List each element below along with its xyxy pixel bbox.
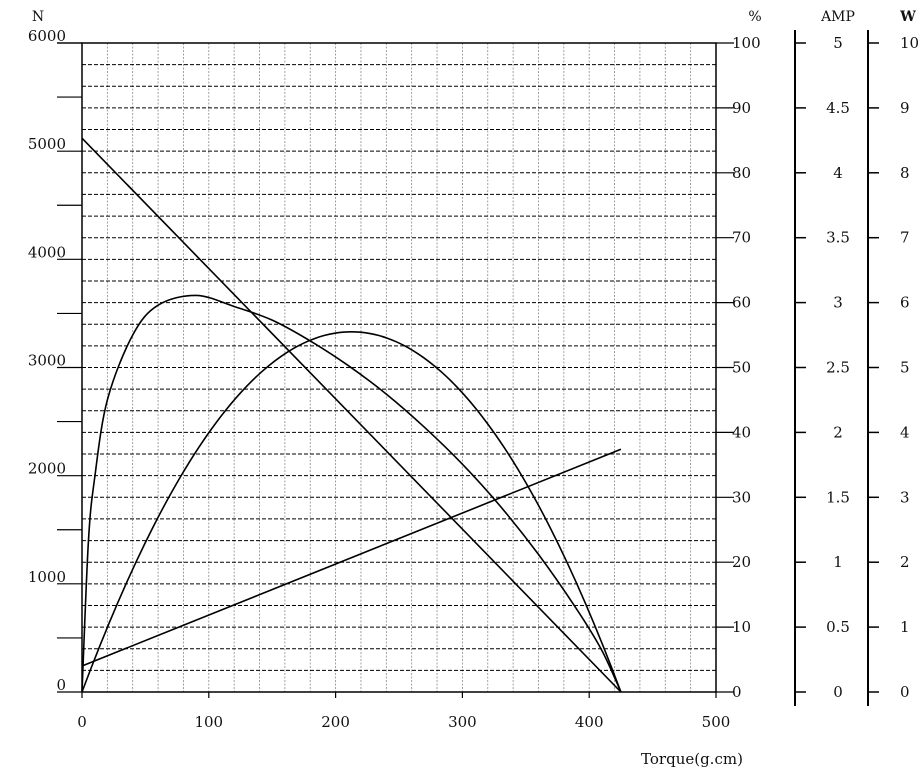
x-tick-label: 100 [194,713,223,731]
power-tick-label: 10 [900,34,919,52]
power-tick-label: 1 [900,618,910,636]
efficiency-tick-label: 60 [732,294,751,312]
efficiency-curve [81,294,622,693]
x-tick-label: 300 [448,713,477,731]
power-tick-label: 7 [900,229,910,247]
efficiency-tick-label: 80 [732,164,751,182]
x-tick-label: 0 [77,713,87,731]
efficiency-tick-label: 70 [732,229,751,247]
x-tick-label: 500 [702,713,731,731]
efficiency-tick-label: 100 [732,34,761,52]
power-tick-label: 4 [900,423,910,441]
x-axis-label: Torque(g.cm) [641,750,743,768]
power-tick-label: 0 [900,683,910,701]
power-tick-label: 9 [900,99,910,117]
power-axis-unit: W [899,9,916,25]
speed-axis-unit: N [32,9,44,25]
current-tick-label: 5 [833,34,843,52]
speed-tick-label: 2000 [28,460,66,478]
power-tick-label: 8 [900,164,910,182]
speed-curve [81,137,622,693]
current-tick-label: 4 [833,164,843,182]
power-curve [81,331,622,693]
speed-tick-label: 5000 [28,135,66,153]
current-tick-label: 0.5 [826,618,850,636]
power-tick-label: 6 [900,294,910,312]
efficiency-tick-label: 30 [732,488,751,506]
efficiency-tick-label: 50 [732,359,751,377]
efficiency-tick-label: 10 [732,618,751,636]
current-curve [81,448,622,667]
speed-tick-label: 6000 [28,27,66,45]
current-tick-label: 3 [833,294,843,312]
x-tick-label: 400 [575,713,604,731]
efficiency-tick-label: 20 [732,553,751,571]
speed-tick-label: 0 [56,676,66,694]
current-tick-label: 4.5 [826,99,850,117]
speed-tick-label: 1000 [28,568,66,586]
current-axis-unit: AMP [820,9,855,25]
efficiency-tick-label: 0 [732,683,742,701]
current-tick-label: 1.5 [826,488,850,506]
axes-and-ticks: 0 100 200 300 400 500010002000300040005000600… [28,27,919,731]
efficiency-tick-label: 40 [732,423,751,441]
plot-frame [81,42,717,693]
speed-tick-label: 3000 [28,352,66,370]
performance-curves [81,137,622,693]
efficiency-tick-label: 90 [732,99,751,117]
efficiency-axis-unit: % [748,9,761,25]
power-tick-label: 5 [900,359,910,377]
speed-tick-label: 4000 [28,243,66,261]
power-tick-label: 3 [900,488,910,506]
plot-grid [82,43,716,692]
current-tick-label: 2.5 [826,359,850,377]
x-tick-label: 200 [321,713,350,731]
current-tick-label: 3.5 [826,229,850,247]
current-tick-label: 1 [833,553,843,571]
power-tick-label: 2 [900,553,910,571]
current-tick-label: 2 [833,423,843,441]
current-tick-label: 0 [833,683,843,701]
